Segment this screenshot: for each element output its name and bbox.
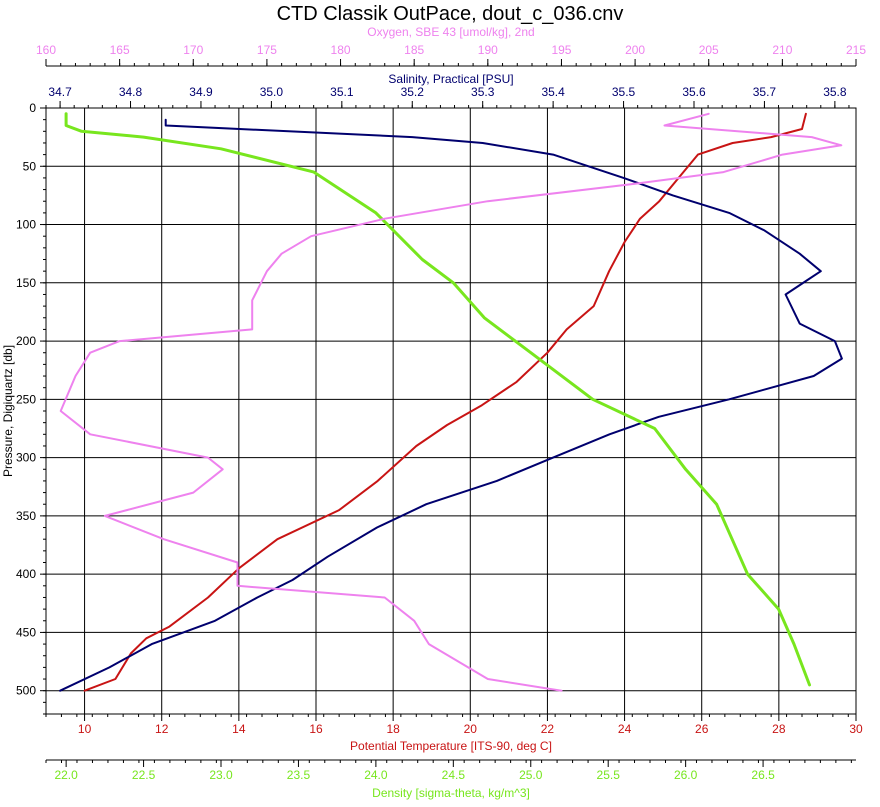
x-tick-label-density: 25.5 (597, 768, 621, 782)
series-line-temperature (83, 112, 807, 692)
series-line-density (64, 112, 811, 687)
y-tick-label: 100 (16, 218, 36, 232)
x-tick-label-salinity: 34.8 (119, 85, 143, 99)
y-tick-label: 250 (16, 392, 36, 406)
x-tick-label-oxygen: 200 (625, 43, 645, 57)
series-line-salinity (59, 118, 843, 692)
x-tick-label-salinity: 35.5 (612, 85, 636, 99)
y-tick-label: 300 (16, 451, 36, 465)
y-tick-label: 500 (16, 684, 36, 698)
x-tick-label-salinity: 34.7 (48, 85, 72, 99)
x-tick-label-temperature: 20 (464, 722, 478, 736)
x-tick-label-temperature: 30 (849, 722, 863, 736)
x-tick-label-temperature: 14 (232, 722, 246, 736)
x-tick-label-salinity: 35.2 (401, 85, 425, 99)
x-tick-label-salinity: 35.1 (330, 85, 354, 99)
x-tick-label-oxygen: 170 (183, 43, 203, 57)
x-axis-title-oxygen: Oxygen, SBE 43 [umol/kg], 2nd (367, 25, 534, 39)
x-tick-label-temperature: 26 (695, 722, 709, 736)
x-tick-label-salinity: 35.3 (471, 85, 495, 99)
x-axis-title-temperature: Potential Temperature [ITS-90, deg C] (350, 739, 552, 753)
x-tick-label-salinity: 35.7 (753, 85, 777, 99)
x-tick-label-temperature: 22 (541, 722, 555, 736)
x-tick-label-salinity: 35.8 (823, 85, 847, 99)
x-tick-label-density: 23.5 (287, 768, 311, 782)
x-tick-label-oxygen: 195 (551, 43, 571, 57)
x-tick-label-salinity: 35.4 (541, 85, 565, 99)
x-tick-label-density: 26.5 (751, 768, 775, 782)
x-tick-label-oxygen: 215 (846, 43, 866, 57)
x-tick-label-oxygen: 205 (699, 43, 719, 57)
x-tick-label-salinity: 35.0 (260, 85, 284, 99)
x-tick-label-density: 26.0 (674, 768, 698, 782)
x-tick-label-salinity: 35.6 (682, 85, 706, 99)
x-tick-label-oxygen: 165 (110, 43, 130, 57)
x-tick-label-oxygen: 180 (331, 43, 351, 57)
x-axis-title-salinity: Salinity, Practical [PSU] (388, 72, 513, 86)
x-axis-title-density: Density [sigma-theta, kg/m^3] (372, 786, 530, 800)
x-tick-label-density: 25.0 (519, 768, 543, 782)
y-axis-label: Pressure, Digiquartz [db] (1, 345, 15, 477)
x-tick-label-density: 23.0 (209, 768, 233, 782)
x-tick-label-oxygen: 210 (772, 43, 792, 57)
x-tick-label-density: 24.5 (442, 768, 466, 782)
series-line-oxygen (59, 112, 843, 692)
y-tick-label: 350 (16, 509, 36, 523)
x-tick-label-density: 24.0 (364, 768, 388, 782)
x-tick-label-temperature: 18 (386, 722, 400, 736)
x-tick-label-oxygen: 175 (257, 43, 277, 57)
x-tick-label-oxygen: 160 (36, 43, 56, 57)
y-tick-label: 200 (16, 334, 36, 348)
x-tick-label-temperature: 16 (309, 722, 323, 736)
x-tick-label-density: 22.5 (132, 768, 156, 782)
plot-frame (45, 107, 857, 715)
plot-area: 0 50 100 150 200 250 300 350 400 450 500 Pressure, … (1, 25, 866, 800)
x-tick-label-salinity: 34.9 (189, 85, 213, 99)
x-tick-label-temperature: 12 (155, 722, 169, 736)
y-tick-label: 450 (16, 625, 36, 639)
chart-title: CTD Classik OutPace, dout_c_036.cnv (277, 3, 624, 25)
y-tick-label: 50 (23, 159, 37, 173)
y-tick-label: 400 (16, 567, 36, 581)
x-tick-label-temperature: 28 (772, 722, 786, 736)
x-tick-label-oxygen: 190 (478, 43, 498, 57)
x-tick-label-oxygen: 185 (404, 43, 424, 57)
x-tick-label-temperature: 10 (78, 722, 92, 736)
x-tick-label-density: 22.0 (54, 768, 78, 782)
x-tick-label-temperature: 24 (618, 722, 632, 736)
y-tick-label: 0 (29, 101, 36, 115)
y-tick-label: 150 (16, 276, 36, 290)
